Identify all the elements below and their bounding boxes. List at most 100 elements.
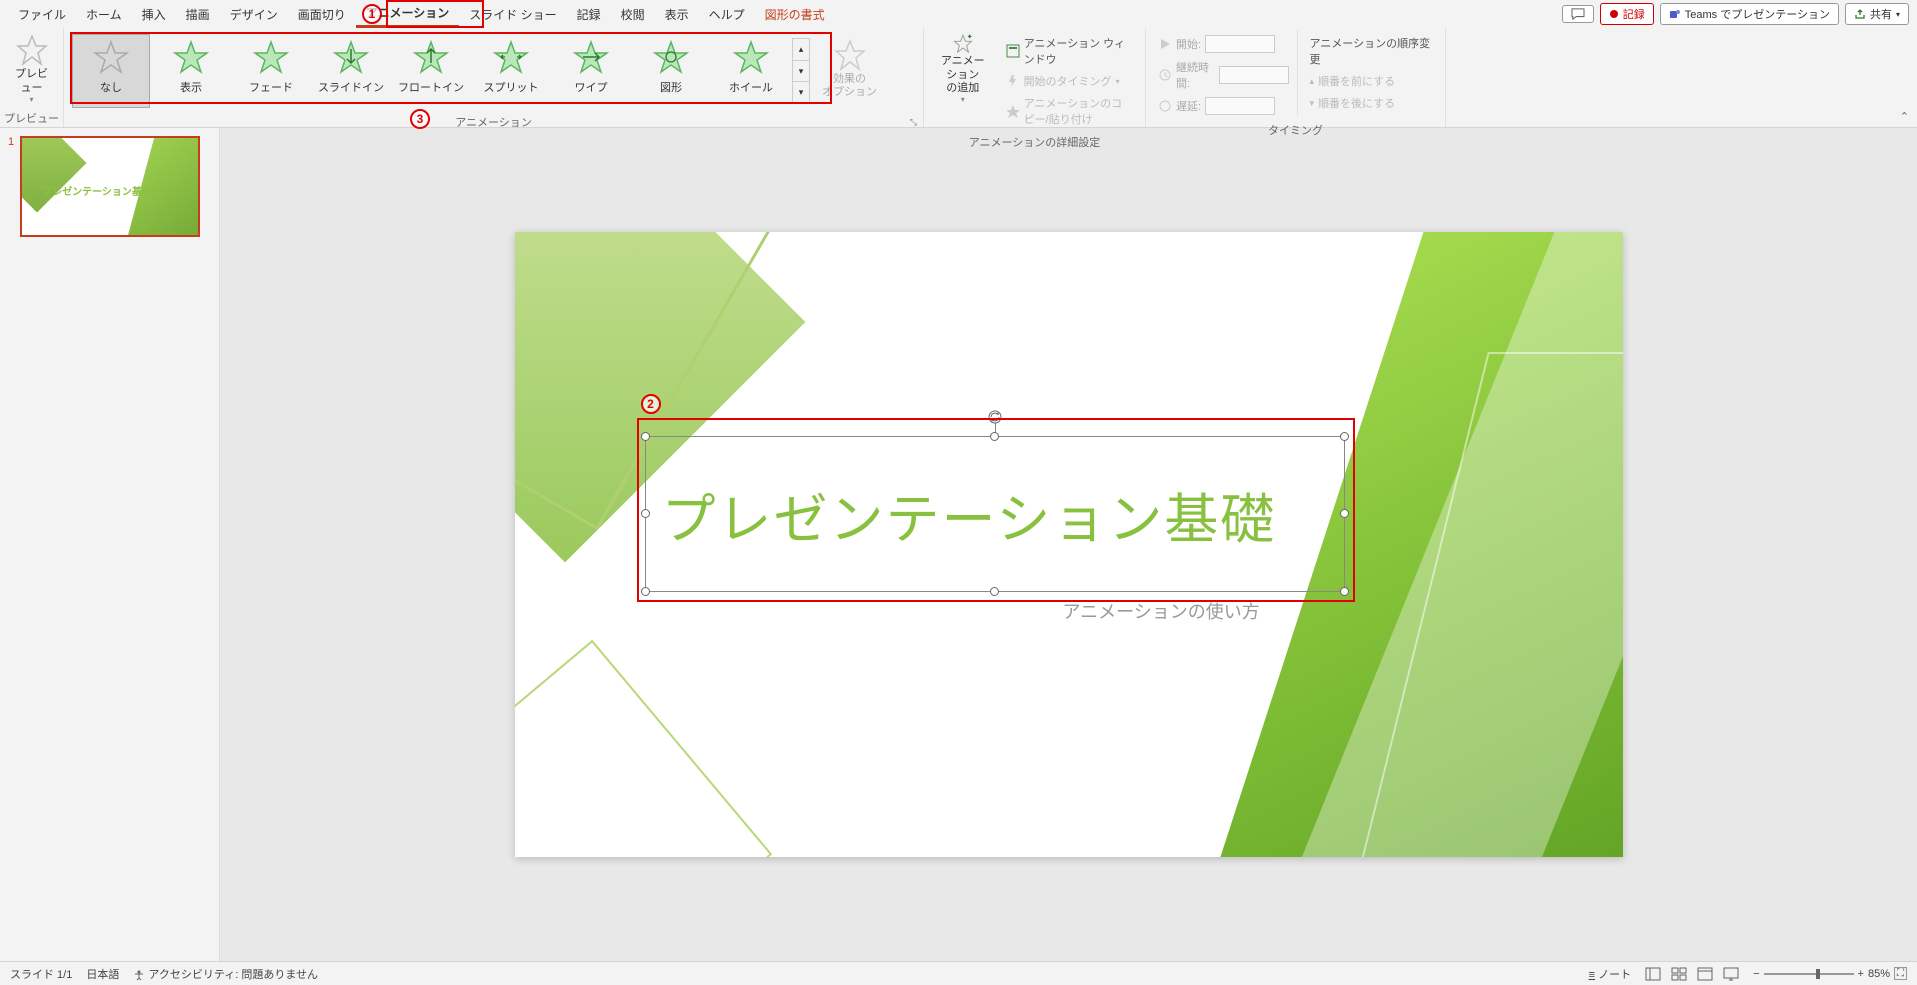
zoom-slider-track[interactable]	[1764, 973, 1854, 975]
tab-design[interactable]: デザイン	[220, 0, 288, 28]
gallery-scroll-down[interactable]: ▾	[793, 61, 809, 83]
record-button[interactable]: 記録	[1600, 3, 1654, 25]
resize-handle-tl[interactable]	[641, 432, 650, 441]
fit-to-window-button[interactable]: ⛶	[1894, 967, 1907, 980]
painter-icon	[1006, 104, 1020, 118]
move-earlier-button[interactable]: ▴ 順番を前にする	[1306, 72, 1437, 90]
tab-home[interactable]: ホーム	[76, 0, 132, 28]
animation-fade[interactable]: フェード	[232, 34, 310, 108]
animation-floatin[interactable]: フロートイン	[392, 34, 470, 108]
resize-handle-br[interactable]	[1340, 587, 1349, 596]
trigger-button[interactable]: 開始のタイミング ▾	[1002, 72, 1137, 90]
star-appear-icon	[173, 39, 209, 75]
animation-painter-button[interactable]: アニメーションのコピー/貼り付け	[1002, 94, 1137, 128]
trigger-label: 開始のタイミング	[1024, 73, 1112, 89]
duration-input[interactable]	[1219, 66, 1289, 84]
zoom-slider-thumb[interactable]	[1816, 969, 1820, 979]
normal-view-icon	[1645, 967, 1661, 981]
thumbnail-title: プレゼンテーション基礎	[42, 183, 152, 198]
animation-shape[interactable]: 図形	[632, 34, 710, 108]
sorter-view-button[interactable]	[1667, 965, 1691, 983]
slide-title-text[interactable]: プレゼンテーション基礎	[646, 437, 1344, 554]
resize-handle-ml[interactable]	[641, 509, 650, 518]
normal-view-button[interactable]	[1641, 965, 1665, 983]
share-button[interactable]: 共有 ▾	[1845, 3, 1909, 25]
annotation-circle-3: 3	[410, 109, 430, 129]
record-icon	[1609, 9, 1619, 19]
move-earlier-label: 順番を前にする	[1318, 73, 1395, 89]
animation-slidein[interactable]: スライドイン	[312, 34, 390, 108]
animation-pane-label: アニメーション ウィンドウ	[1024, 35, 1133, 67]
start-input[interactable]	[1205, 35, 1275, 53]
animation-appear[interactable]: 表示	[152, 34, 230, 108]
gallery-expand[interactable]: ▾	[793, 82, 809, 103]
tab-insert[interactable]: 挿入	[132, 0, 176, 28]
resize-handle-mr[interactable]	[1340, 509, 1349, 518]
effect-options-label: 効果の オプション	[822, 73, 877, 99]
trigger-icon	[1006, 74, 1020, 88]
tab-record[interactable]: 記録	[567, 0, 611, 28]
tab-file[interactable]: ファイル	[8, 0, 76, 28]
tab-slideshow[interactable]: スライド ショー	[459, 0, 566, 28]
effect-options-button[interactable]: 効果の オプション	[814, 30, 885, 108]
tab-help[interactable]: ヘルプ	[699, 0, 755, 28]
thumbnail-number: 1	[8, 136, 14, 237]
tab-view[interactable]: 表示	[655, 0, 699, 28]
zoom-percent[interactable]: 85%	[1868, 968, 1890, 980]
thumbnail-slide-1[interactable]: プレゼンテーション基礎	[20, 136, 200, 237]
anim-label: フロートイン	[398, 79, 464, 95]
notes-button[interactable]: ≡ ノート	[1589, 966, 1631, 982]
accessibility-icon	[133, 969, 145, 981]
chevron-down-icon: ▾	[961, 95, 965, 104]
ribbon-tabs: ファイル ホーム 挿入 描画 デザイン 画面切り アニメーション スライド ショ…	[0, 0, 1917, 28]
teams-label: Teams でプレゼンテーション	[1685, 6, 1830, 22]
resize-handle-tr[interactable]	[1340, 432, 1349, 441]
annotation-circle-1: 1	[362, 4, 382, 24]
preview-label: プレビュー	[12, 68, 51, 94]
animation-pane-button[interactable]: アニメーション ウィンドウ	[1002, 34, 1137, 68]
chevron-up-icon: ▴	[1310, 76, 1315, 87]
anim-label: ホイール	[729, 79, 773, 95]
status-bar: スライド 1/1 日本語 アクセシビリティ: 問題ありません ≡ ノート − +…	[0, 961, 1917, 985]
move-later-button[interactable]: ▾ 順番を後にする	[1306, 94, 1437, 112]
title-placeholder[interactable]: プレゼンテーション基礎	[645, 436, 1345, 592]
tab-shape-format[interactable]: 図形の書式	[755, 0, 835, 28]
sorter-view-icon	[1671, 967, 1687, 981]
tab-draw[interactable]: 描画	[176, 0, 220, 28]
painter-label: アニメーションのコピー/貼り付け	[1024, 95, 1133, 127]
teams-present-button[interactable]: Teams でプレゼンテーション	[1660, 3, 1839, 25]
zoom-in-button[interactable]: +	[1858, 968, 1864, 980]
thumbnail-panel: 1 プレゼンテーション基礎	[0, 128, 220, 961]
resize-handle-tc[interactable]	[990, 432, 999, 441]
zoom-out-button[interactable]: −	[1753, 968, 1759, 980]
effect-options-icon	[834, 39, 866, 71]
resize-handle-bl[interactable]	[641, 587, 650, 596]
add-animation-button[interactable]: アニメーション の追加 ▾	[928, 30, 998, 108]
resize-handle-bc[interactable]	[990, 587, 999, 596]
animation-none[interactable]: なし	[72, 34, 150, 108]
status-accessibility[interactable]: アクセシビリティ: 問題ありません	[133, 966, 318, 982]
collapse-ribbon-button[interactable]: ⌃	[1900, 110, 1909, 123]
chevron-down-icon: ▾	[1896, 10, 1900, 19]
preview-button[interactable]: プレビュー ▾	[4, 30, 59, 108]
rotate-handle[interactable]	[987, 409, 1003, 425]
animation-wheel[interactable]: ホイール	[712, 34, 790, 108]
reading-view-button[interactable]	[1693, 965, 1717, 983]
slide-editor: プレゼンテーション基礎 アニメーションの使い方 2	[220, 128, 1917, 961]
star-slidein-icon	[333, 39, 369, 75]
animation-split[interactable]: スプリット	[472, 34, 550, 108]
delay-input[interactable]	[1205, 97, 1275, 115]
slide-canvas[interactable]: プレゼンテーション基礎 アニメーションの使い方 2	[515, 232, 1623, 857]
gallery-scroll-up[interactable]: ▴	[793, 39, 809, 61]
slide-subtitle-text[interactable]: アニメーションの使い方	[1063, 598, 1260, 624]
status-language[interactable]: 日本語	[86, 966, 119, 982]
tab-transition[interactable]: 画面切り	[288, 0, 356, 28]
tab-review[interactable]: 校閲	[611, 0, 655, 28]
star-shape-icon	[653, 39, 689, 75]
slideshow-view-button[interactable]	[1719, 965, 1743, 983]
animation-wipe[interactable]: ワイプ	[552, 34, 630, 108]
dialog-launcher-icon[interactable]: ⤡	[910, 117, 917, 128]
annotation-circle-2: 2	[641, 394, 661, 414]
delay-label: 遅延:	[1176, 98, 1201, 114]
comments-button[interactable]	[1562, 5, 1594, 23]
